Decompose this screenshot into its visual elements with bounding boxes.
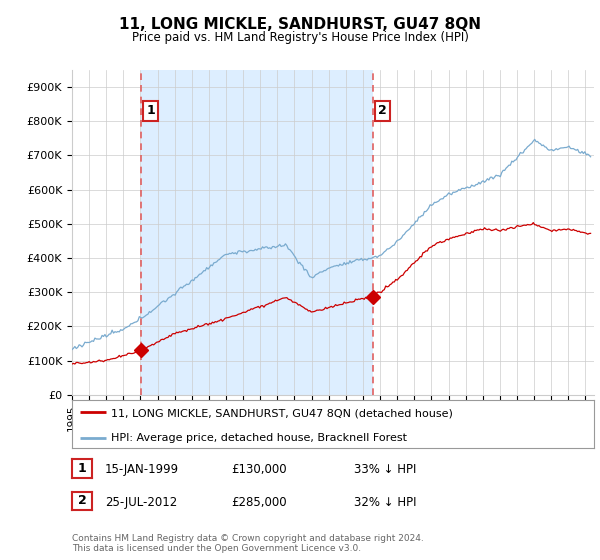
Text: 2: 2 — [78, 494, 86, 507]
Text: 1: 1 — [146, 105, 155, 118]
Text: Price paid vs. HM Land Registry's House Price Index (HPI): Price paid vs. HM Land Registry's House … — [131, 31, 469, 44]
Text: Contains HM Land Registry data © Crown copyright and database right 2024.
This d: Contains HM Land Registry data © Crown c… — [72, 534, 424, 553]
Text: 33% ↓ HPI: 33% ↓ HPI — [354, 463, 416, 477]
Text: 15-JAN-1999: 15-JAN-1999 — [105, 463, 179, 477]
Bar — [141, 70, 373, 395]
Text: 32% ↓ HPI: 32% ↓ HPI — [354, 496, 416, 509]
Text: HPI: Average price, detached house, Bracknell Forest: HPI: Average price, detached house, Brac… — [111, 433, 407, 444]
Text: £285,000: £285,000 — [231, 496, 287, 509]
Text: 25-JUL-2012: 25-JUL-2012 — [105, 496, 177, 509]
Text: 1: 1 — [78, 462, 86, 475]
Text: £130,000: £130,000 — [231, 463, 287, 477]
Text: 11, LONG MICKLE, SANDHURST, GU47 8QN (detached house): 11, LONG MICKLE, SANDHURST, GU47 8QN (de… — [111, 408, 453, 418]
Text: 2: 2 — [377, 105, 386, 118]
Text: 11, LONG MICKLE, SANDHURST, GU47 8QN: 11, LONG MICKLE, SANDHURST, GU47 8QN — [119, 17, 481, 32]
